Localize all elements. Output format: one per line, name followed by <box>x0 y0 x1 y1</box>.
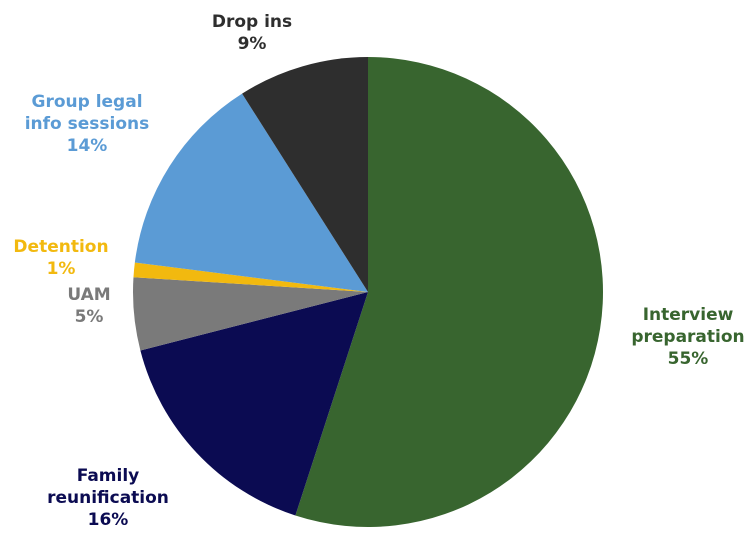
slice-label-text: Family <box>77 466 140 486</box>
pie-slice-drop-ins <box>242 57 368 292</box>
slice-percent-label: 55% <box>668 349 709 369</box>
slice-label-text: UAM <box>67 285 110 305</box>
pie-slice-uam <box>132 277 368 351</box>
slice-label-drop-ins: Drop ins 9% <box>212 12 292 54</box>
slice-label-text: Interview <box>643 305 734 325</box>
slice-percent-label: 9% <box>238 34 267 54</box>
slice-percent-label: 16% <box>88 510 129 530</box>
pie-slices <box>132 57 604 527</box>
slice-label-text: reunification <box>47 488 169 508</box>
pie-slice-interview-preparation <box>295 57 604 527</box>
slice-percent-label: 14% <box>67 136 108 156</box>
slice-label-detention: Detention 1% <box>13 237 108 279</box>
slice-label-text: preparation <box>631 327 744 347</box>
slice-label-family-reunification: Family reunification 16% <box>47 466 169 530</box>
slice-percent-label: 1% <box>47 259 76 279</box>
pie-slice-group-legal-info-sessions <box>134 93 368 292</box>
pie-slice-family-reunification <box>140 292 368 516</box>
slice-label-text: info sessions <box>25 114 150 134</box>
slice-label-text: Drop ins <box>212 12 292 32</box>
pie-slice-detention <box>133 262 368 292</box>
slice-label-text: Group legal <box>31 92 142 112</box>
pie-labels: Interview preparation 55% Family reunificati… <box>13 12 744 530</box>
slice-label-group-legal-info-sessions: Group legal info sessions 14% <box>25 92 150 156</box>
slice-label-text: Detention <box>13 237 108 257</box>
slice-label-interview-preparation: Interview preparation 55% <box>631 305 744 369</box>
slice-label-uam: UAM 5% <box>67 285 110 327</box>
slice-percent-label: 5% <box>75 307 104 327</box>
